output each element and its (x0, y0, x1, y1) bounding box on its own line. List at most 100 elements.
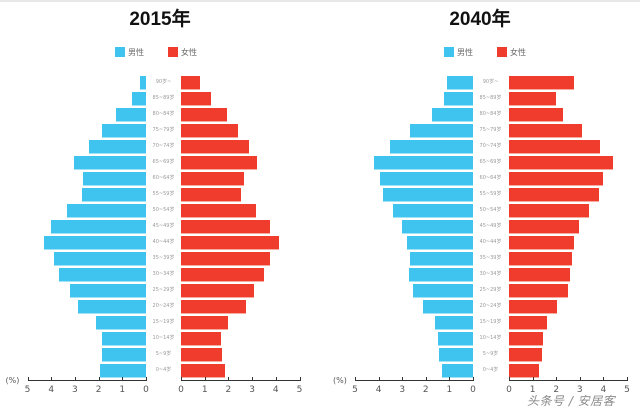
male-bar[interactable] (83, 172, 146, 186)
female-bar[interactable] (181, 92, 211, 106)
male-bar[interactable] (102, 332, 146, 346)
right-x-axis (181, 380, 300, 381)
age-group-label: 40~44岁 (152, 239, 175, 245)
age-group-row: 25~29岁 (320, 283, 640, 299)
female-bar[interactable] (181, 124, 238, 138)
male-bar[interactable] (410, 252, 473, 266)
female-bar[interactable] (181, 204, 256, 218)
female-bar[interactable] (181, 316, 229, 330)
male-bar[interactable] (78, 300, 146, 314)
age-group-label: 50~54岁 (479, 207, 502, 213)
male-bar[interactable] (431, 108, 473, 122)
male-bar[interactable] (82, 188, 146, 202)
age-group-label: 10~14岁 (152, 335, 175, 341)
female-bar[interactable] (509, 364, 539, 378)
female-bar[interactable] (181, 172, 244, 186)
age-group-row: 5~9岁 (0, 347, 320, 363)
axis-tick-label: 0 (178, 385, 184, 395)
male-bar[interactable] (66, 204, 146, 218)
male-bar[interactable] (383, 188, 473, 202)
female-bar[interactable] (509, 332, 544, 346)
female-bar[interactable] (509, 172, 604, 186)
male-bar[interactable] (379, 172, 473, 186)
axis-tick (449, 377, 451, 381)
male-bar[interactable] (73, 156, 146, 170)
male-bar[interactable] (409, 268, 473, 282)
female-bar[interactable] (509, 108, 564, 122)
female-bar[interactable] (181, 284, 255, 298)
female-bar[interactable] (509, 140, 600, 154)
male-bar[interactable] (423, 300, 473, 314)
legend: 男性 女性 (444, 45, 550, 59)
legend-female[interactable]: 女性 (168, 47, 197, 58)
axis-tick (51, 377, 53, 381)
male-bar[interactable] (59, 268, 146, 282)
male-bar[interactable] (53, 252, 146, 266)
female-bar[interactable] (509, 92, 557, 106)
female-bar[interactable] (181, 300, 247, 314)
female-bar[interactable] (509, 220, 579, 234)
female-bar[interactable] (509, 300, 558, 314)
female-bar[interactable] (509, 124, 583, 138)
male-bar[interactable] (435, 316, 473, 330)
female-bar[interactable] (509, 252, 572, 266)
female-bar[interactable] (181, 332, 222, 346)
axis-unit-label: (%) (5, 376, 20, 385)
female-bar[interactable] (509, 316, 547, 330)
female-bar[interactable] (509, 76, 574, 90)
female-bar[interactable] (509, 188, 599, 202)
female-bar[interactable] (181, 252, 270, 266)
axis-tick (299, 377, 301, 381)
male-bar[interactable] (102, 348, 146, 362)
legend-female[interactable]: 女性 (497, 47, 526, 58)
male-bar[interactable] (70, 284, 146, 298)
axis-tick (98, 377, 100, 381)
male-bar[interactable] (51, 220, 146, 234)
male-bar[interactable] (96, 316, 146, 330)
female-bar[interactable] (181, 348, 223, 362)
male-bar[interactable] (437, 332, 473, 346)
male-bar[interactable] (140, 76, 146, 90)
male-bar[interactable] (443, 92, 473, 106)
male-bar[interactable] (410, 124, 473, 138)
female-bar[interactable] (181, 268, 264, 282)
male-bar[interactable] (406, 236, 473, 250)
female-bar[interactable] (509, 156, 613, 170)
axis-tick-label: 2 (225, 385, 232, 395)
axis-tick-label: 0 (506, 385, 512, 395)
male-bar[interactable] (438, 348, 473, 362)
male-bar[interactable] (392, 204, 473, 218)
female-bar[interactable] (509, 348, 543, 362)
legend-male[interactable]: 男性 (444, 47, 473, 58)
female-bar[interactable] (509, 284, 568, 298)
male-bar[interactable] (447, 76, 473, 90)
male-bar[interactable] (99, 364, 146, 378)
male-bar[interactable] (131, 92, 146, 106)
male-bar[interactable] (390, 140, 473, 154)
female-bar[interactable] (509, 268, 571, 282)
male-bar[interactable] (442, 364, 473, 378)
female-bar[interactable] (181, 220, 270, 234)
male-bar[interactable] (412, 284, 473, 298)
male-bar[interactable] (102, 124, 146, 138)
male-bar[interactable] (116, 108, 146, 122)
female-bar[interactable] (181, 188, 242, 202)
male-bar[interactable] (44, 236, 146, 250)
axis-tick-label: 1 (119, 385, 126, 395)
male-bar[interactable] (373, 156, 473, 170)
legend-male[interactable]: 男性 (115, 47, 144, 58)
male-bar[interactable] (89, 140, 146, 154)
female-bar[interactable] (181, 364, 225, 378)
female-bar[interactable] (181, 236, 280, 250)
female-bar[interactable] (509, 236, 574, 250)
age-group-label: 30~34岁 (479, 271, 502, 277)
age-group-row: 50~54岁 (0, 203, 320, 219)
female-bar[interactable] (181, 108, 228, 122)
female-bar[interactable] (181, 156, 257, 170)
male-bar[interactable] (402, 220, 473, 234)
female-bar[interactable] (181, 140, 249, 154)
legend: 男性 女性 (115, 45, 221, 59)
age-group-row: 55~59岁 (0, 187, 320, 203)
female-bar[interactable] (181, 76, 200, 90)
female-bar[interactable] (509, 204, 590, 218)
